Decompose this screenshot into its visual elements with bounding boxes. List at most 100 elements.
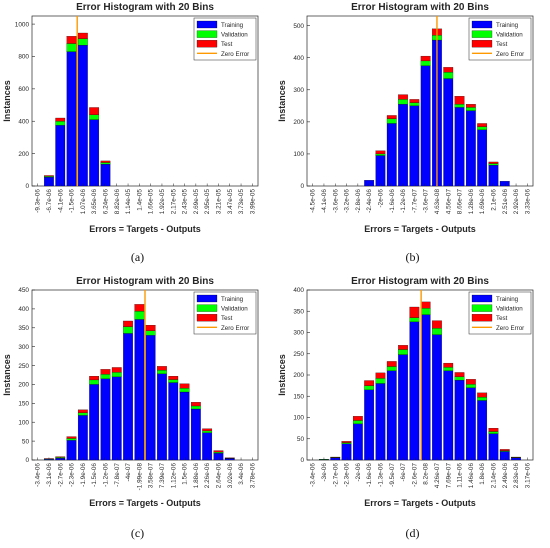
bar-validation-9 bbox=[409, 317, 420, 322]
x-tick-label: -4e-07 bbox=[125, 463, 132, 482]
x-tick-label: 1.14e-05 bbox=[125, 189, 132, 215]
y-tick-label: 400 bbox=[18, 118, 29, 125]
x-tick-label: -1.3e-06 bbox=[377, 463, 384, 487]
bar-training-9 bbox=[409, 321, 420, 461]
legend-label: Zero Error bbox=[496, 51, 524, 58]
x-tick-label: -1.2e-06 bbox=[400, 189, 407, 213]
x-tick-label: -3.2e-06 bbox=[344, 189, 351, 213]
chart-title: Error Histogram with 20 Bins bbox=[351, 2, 489, 13]
bar-training-16 bbox=[488, 165, 499, 187]
bar-training-14 bbox=[190, 408, 201, 461]
x-tick-label: -1.5e-06 bbox=[69, 189, 76, 213]
bar-validation-10 bbox=[420, 60, 431, 66]
bar-training-15 bbox=[477, 400, 488, 461]
bar-training-8 bbox=[398, 354, 408, 461]
legend-swatch-validation bbox=[196, 30, 218, 38]
bar-test-15 bbox=[202, 428, 213, 432]
bar-training-13 bbox=[179, 391, 190, 461]
bar-validation-7 bbox=[386, 366, 397, 371]
x-tick-label: 1.66e-05 bbox=[148, 189, 155, 215]
y-tick-label: 400 bbox=[18, 306, 29, 313]
x-tick-label: 1.88e-06 bbox=[193, 463, 200, 489]
bar-validation-12 bbox=[443, 367, 454, 371]
bar-training-6 bbox=[375, 155, 386, 187]
bar-validation-3 bbox=[341, 442, 352, 444]
chart-title: Error Histogram with 20 Bins bbox=[76, 2, 214, 13]
y-axis-label: Instances bbox=[277, 354, 287, 396]
y-tick-label: 1000 bbox=[15, 21, 30, 28]
bar-validation-6 bbox=[375, 378, 386, 384]
bar-test-9 bbox=[409, 99, 420, 103]
x-tick-label: 3.4e-06 bbox=[238, 463, 245, 485]
x-tick-label: 1.69e-06 bbox=[479, 189, 486, 215]
caption-c: (c) bbox=[130, 526, 145, 540]
legend-swatch-validation bbox=[471, 304, 493, 312]
x-tick-label: -9.5e-07 bbox=[389, 463, 396, 487]
bar-validation-5 bbox=[89, 379, 100, 385]
legend-label: Training bbox=[496, 296, 519, 303]
legend-swatch-test bbox=[471, 314, 493, 322]
x-axis-label: Errors = Targets - Outputs bbox=[89, 224, 201, 234]
bar-validation-6 bbox=[100, 374, 111, 379]
x-tick-label: 4.63e-08 bbox=[434, 189, 441, 215]
bar-test-6 bbox=[375, 150, 386, 155]
x-tick-label: 2.83e-06 bbox=[513, 463, 520, 489]
bar-test-16 bbox=[213, 450, 224, 453]
x-tick-label: 2.95e-05 bbox=[204, 189, 211, 215]
x-tick-label: -4.5e-06 bbox=[310, 189, 317, 213]
bar-validation-7 bbox=[386, 118, 397, 124]
y-tick-label: 50 bbox=[297, 436, 305, 443]
y-tick-label: 0 bbox=[25, 457, 29, 464]
bar-training-14 bbox=[465, 387, 476, 461]
bar-training-4 bbox=[77, 415, 88, 461]
bar-validation-15 bbox=[202, 430, 213, 433]
x-tick-label: 7.69e-07 bbox=[445, 463, 452, 489]
bar-test-10 bbox=[420, 301, 431, 309]
legend-label: Test bbox=[221, 41, 233, 48]
bar-test-14 bbox=[190, 402, 201, 407]
y-tick-label: 400 bbox=[293, 287, 304, 294]
y-tick-label: 100 bbox=[293, 151, 304, 158]
x-tick-label: 2.1e-06 bbox=[490, 189, 497, 211]
x-tick-label: 1.92e-05 bbox=[159, 189, 166, 215]
bar-validation-12 bbox=[443, 72, 454, 79]
bar-validation-9 bbox=[409, 102, 420, 106]
bar-validation-14 bbox=[190, 405, 201, 410]
caption-b: (b) bbox=[405, 250, 420, 264]
bar-test-1 bbox=[44, 175, 54, 177]
legend-label: Validation bbox=[221, 306, 248, 313]
bar-validation-12 bbox=[168, 379, 179, 383]
legend-label: Test bbox=[221, 315, 233, 322]
bar-training-13 bbox=[454, 379, 465, 461]
x-tick-label: 6.24e-06 bbox=[102, 189, 109, 215]
bar-training-8 bbox=[123, 333, 133, 461]
bar-validation-13 bbox=[179, 388, 190, 393]
bar-test-14 bbox=[465, 379, 476, 385]
y-tick-label: 300 bbox=[18, 344, 29, 351]
bar-training-12 bbox=[443, 370, 454, 461]
bar-validation-17 bbox=[499, 450, 510, 452]
bar-test-5 bbox=[89, 376, 100, 381]
histogram-chart-b: Error Histogram with 20 Bins 0 100 200 300 40… bbox=[277, 2, 534, 234]
y-tick-label: 400 bbox=[293, 55, 304, 62]
bar-test-11 bbox=[157, 366, 167, 371]
bar-validation-8 bbox=[123, 326, 133, 334]
x-tick-label: -2.6e-07 bbox=[411, 463, 418, 487]
bar-training-6 bbox=[100, 164, 111, 187]
bar-validation-5 bbox=[89, 114, 100, 120]
x-tick-label: 2.51e-06 bbox=[502, 189, 509, 215]
bar-training-7 bbox=[386, 123, 397, 187]
bar-validation-10 bbox=[420, 308, 431, 315]
x-tick-label: -7.7e-07 bbox=[411, 189, 418, 213]
x-tick-label: -2.8e-06 bbox=[355, 189, 362, 213]
histogram-panel-a: Error Histogram with 20 Bins 0 200 400 600 80… bbox=[0, 0, 275, 274]
legend-label: Validation bbox=[496, 32, 523, 39]
bar-test-7 bbox=[386, 361, 397, 367]
x-tick-label: 3.73e-05 bbox=[238, 189, 245, 215]
bar-training-7 bbox=[386, 370, 397, 461]
x-axis-label: Errors = Targets - Outputs bbox=[364, 224, 476, 234]
y-tick-label: 0 bbox=[300, 183, 304, 190]
bar-validation-13 bbox=[454, 376, 465, 381]
x-tick-label: -1.6e-06 bbox=[389, 189, 396, 213]
bar-validation-4 bbox=[77, 38, 88, 46]
